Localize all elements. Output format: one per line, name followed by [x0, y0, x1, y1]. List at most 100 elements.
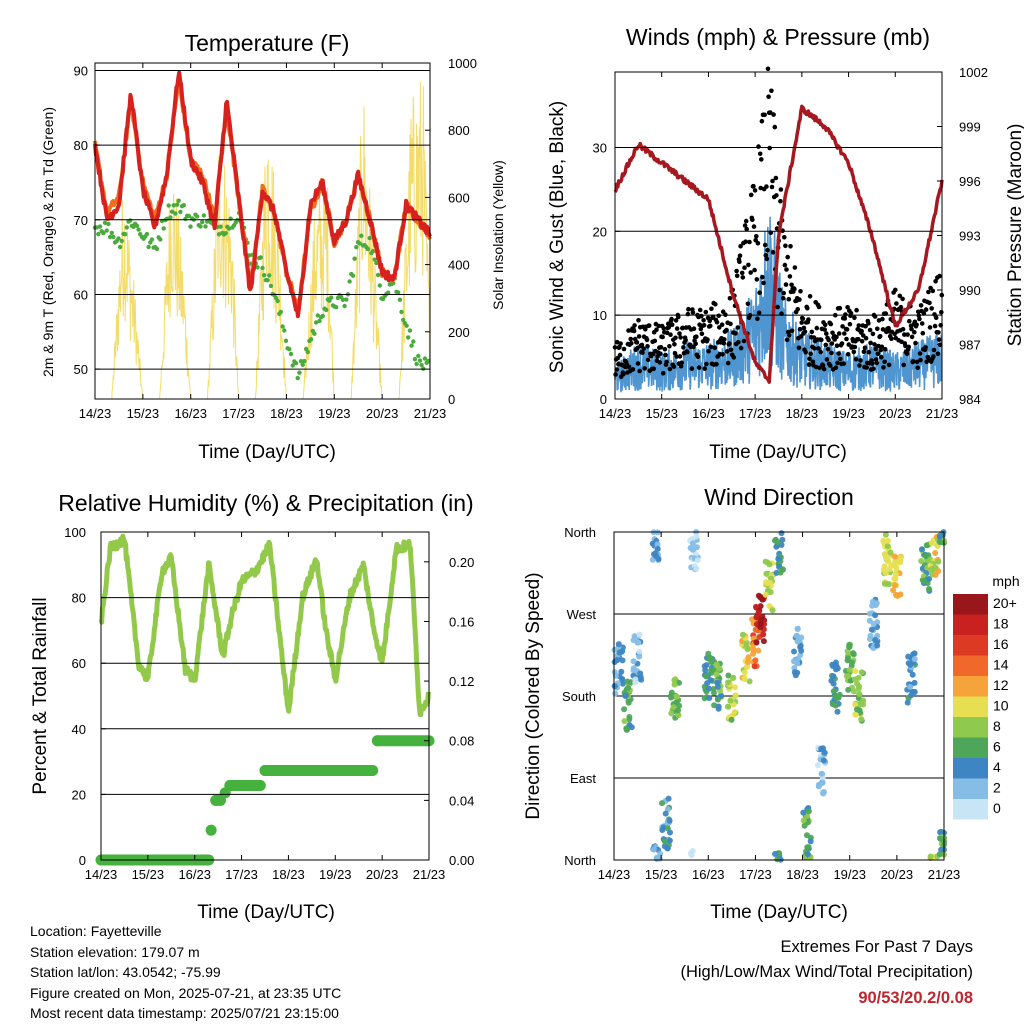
direction-point	[773, 543, 780, 550]
gust-point	[714, 361, 719, 367]
gust-point	[909, 334, 915, 340]
gust-point	[898, 304, 904, 310]
gust-point	[759, 157, 764, 162]
dewpoint-point	[107, 234, 113, 240]
gust-point	[828, 321, 834, 327]
direction-tick-label: East	[570, 771, 596, 786]
direction-point	[870, 621, 877, 628]
gust-point	[673, 318, 679, 323]
dewpoint-point	[312, 331, 317, 336]
gust-point	[765, 66, 771, 72]
speed-legend: mph 20+ 18 16 14 12 10 8 6 4 2 0	[953, 573, 1020, 820]
direction-point	[767, 575, 774, 582]
gust-point	[701, 318, 706, 323]
gust-point	[683, 337, 688, 343]
dewpoint-point	[372, 257, 377, 262]
gust-point	[636, 334, 642, 339]
gust-point	[872, 342, 877, 347]
direction-tick-label: South	[562, 689, 596, 704]
direction-ylabel-left: Direction (Colored By Speed)	[523, 572, 544, 819]
direction-point	[693, 565, 700, 572]
gust-point	[743, 218, 749, 224]
gust-point	[931, 347, 937, 353]
direction-point	[791, 658, 797, 665]
direction-point	[616, 649, 623, 656]
dewpoint-point	[357, 241, 362, 246]
direction-point	[751, 663, 758, 670]
gust-point	[668, 332, 673, 338]
direction-point	[919, 565, 926, 572]
direction-x-tick-label: 16/23	[692, 867, 725, 882]
direction-xlabel: Time (Day/UTC)	[710, 902, 848, 923]
gust-point	[642, 366, 647, 371]
direction-point	[778, 530, 785, 537]
gust-point	[796, 345, 802, 351]
dewpoint-point	[352, 256, 357, 261]
gust-point	[848, 310, 854, 316]
dewpoint-point	[124, 225, 129, 230]
gust-point	[762, 242, 768, 248]
gust-point	[882, 359, 887, 365]
dewpoint-point	[181, 203, 186, 208]
direction-point	[649, 540, 656, 547]
direction-x-tick-label: 18/23	[786, 867, 819, 882]
gust-point	[639, 342, 645, 348]
dewpoint-point	[169, 209, 175, 214]
humidity-x-tick-label: 21/23	[413, 867, 446, 882]
gust-point	[836, 351, 841, 356]
dewpoint-point	[426, 358, 431, 364]
speed-legend-label: 14	[993, 657, 1009, 673]
gust-point	[870, 361, 875, 366]
gust-point	[745, 301, 751, 307]
direction-point	[764, 559, 771, 566]
direction-point	[716, 665, 723, 672]
humidity-left-tick-label: 0	[79, 853, 86, 868]
temperature-left-tick-label: 60	[74, 287, 88, 302]
direction-point	[706, 685, 713, 692]
speed-legend-label: 8	[993, 718, 1001, 734]
gust-point	[764, 184, 769, 189]
direction-point	[727, 697, 734, 704]
gust-point	[664, 359, 669, 365]
temperature-series	[92, 70, 432, 400]
dewpoint-point	[365, 246, 371, 252]
direction-point	[922, 553, 929, 560]
gust-point	[882, 346, 888, 352]
direction-point	[874, 642, 881, 649]
recent-timestamp: Most recent data timestamp: 2025/07/21 2…	[30, 1005, 339, 1021]
direction-x-tick-label: 14/23	[598, 867, 631, 882]
direction-point	[662, 810, 669, 817]
dewpoint-point	[396, 290, 401, 295]
gust-point	[929, 306, 934, 311]
gust-point	[733, 331, 738, 336]
direction-x-tick-label: 15/23	[645, 867, 678, 882]
gust-point	[676, 314, 681, 320]
winds-x-tick-label: 17/23	[739, 406, 772, 421]
gust-point	[810, 359, 816, 365]
gust-point	[631, 328, 637, 334]
gust-point	[660, 334, 665, 340]
gust-point	[910, 359, 916, 364]
temperature-x-tick-label: 19/23	[318, 406, 351, 421]
direction-point	[919, 546, 925, 553]
humidity-left-tick-label: 80	[72, 591, 86, 606]
gust-point	[721, 340, 727, 346]
gust-point	[853, 357, 859, 362]
gust-point	[835, 360, 840, 366]
dewpoint-point	[128, 218, 133, 223]
winds-x-tick-label: 16/23	[692, 406, 725, 421]
dewpoint-point	[186, 213, 191, 219]
direction-point	[772, 851, 778, 857]
winds-x-tick-label: 18/23	[786, 406, 819, 421]
gust-point	[919, 321, 925, 326]
humidity-plot-frame	[100, 531, 430, 861]
direction-point	[612, 690, 619, 697]
dewpoint-point	[216, 232, 222, 237]
direction-point	[637, 670, 644, 677]
temperature-ylabel-right: Solar Insolation (Yellow)	[490, 160, 506, 310]
direction-point	[762, 591, 769, 598]
gust-point	[923, 307, 929, 312]
gust-point	[861, 349, 867, 355]
humidity-x-tick-label: 16/23	[178, 867, 211, 882]
gust-point	[720, 352, 725, 357]
